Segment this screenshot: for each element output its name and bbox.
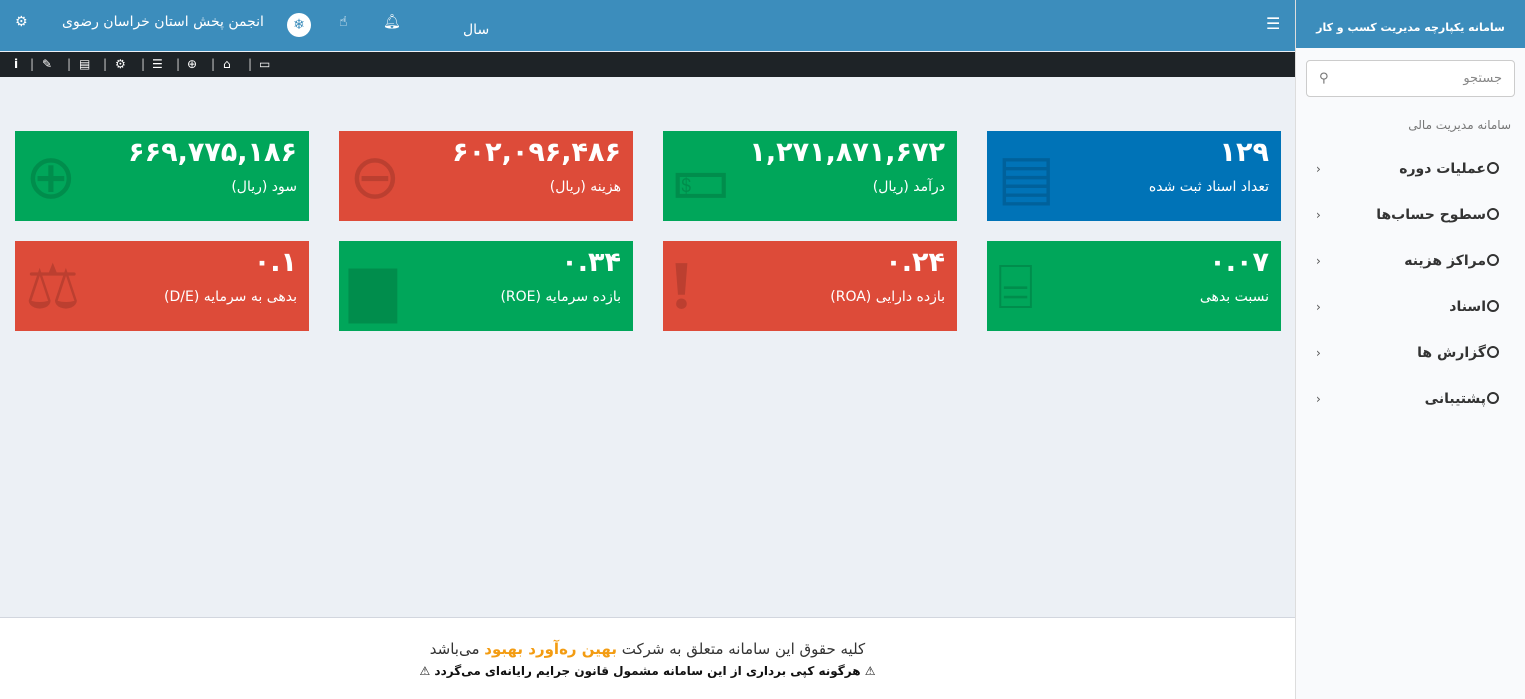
cogs-icon[interactable]: ⚙ bbox=[115, 57, 126, 71]
database-icon[interactable]: ☰ bbox=[152, 57, 163, 71]
copyright-prefix: کلیه حقوق این سامانه متعلق به شرکت bbox=[621, 640, 866, 658]
section-title: سامانه مدیریت مالی bbox=[1408, 118, 1511, 132]
pointer-hand-icon[interactable]: ☝ bbox=[339, 14, 348, 30]
tile-value: ۶۰۲,۰۹۶,۴۸۶ bbox=[452, 137, 621, 168]
sidebar-item-label: پشتیبانی bbox=[1424, 391, 1486, 407]
sidebar-item-label: عملیات دوره bbox=[1399, 161, 1486, 177]
sidebar-brand: سامانه یکپارچه مدیریت کسب و کار bbox=[1296, 0, 1525, 48]
tile-label: هزینه (ریال) bbox=[549, 179, 621, 195]
newspaper-icon: ▤ bbox=[997, 140, 1056, 213]
tile-label: درآمد (ریال) bbox=[872, 179, 945, 195]
desktop-icon[interactable]: ▭ bbox=[259, 57, 271, 71]
tile-label: سود (ریال) bbox=[231, 179, 297, 195]
stat-tile[interactable]: ⊕ ۶۶۹,۷۷۵,۱۸۶ سود (ریال) bbox=[15, 131, 309, 221]
tile-label: بازده سرمایه (ROE) bbox=[500, 289, 621, 305]
sidebar-item-label: گزارش ها bbox=[1417, 345, 1486, 361]
stat-tile[interactable]: 💵︎ ۱,۲۷۱,۸۷۱,۶۷۲ درآمد (ریال) bbox=[663, 131, 957, 221]
warning-icon: ⚠ bbox=[419, 664, 431, 678]
tile-value: ۰.۲۴ bbox=[885, 247, 945, 278]
tile-label: بازده دارایی (ROA) bbox=[830, 289, 945, 305]
tile-value: ۰.۱ bbox=[253, 247, 297, 278]
info-icon[interactable]: i bbox=[14, 57, 19, 71]
tile-value: ۰.۰۷ bbox=[1209, 247, 1269, 278]
stat-tile[interactable]: ▆ ۰.۳۴ بازده سرمایه (ROE) bbox=[339, 241, 633, 331]
sidebar-item[interactable]: سطوح حساب‌ها ‹ bbox=[1296, 194, 1525, 240]
document-icon[interactable]: ▤ bbox=[79, 57, 91, 71]
circle-icon bbox=[1487, 254, 1499, 266]
copyright-line: کلیه حقوق این سامانه متعلق به شرکت بهین … bbox=[0, 640, 1295, 658]
circle-icon bbox=[1487, 300, 1499, 312]
chevron-left-icon: ‹ bbox=[1316, 392, 1321, 406]
sidebar-item-label: سطوح حساب‌ها bbox=[1376, 207, 1486, 223]
chevron-left-icon: ‹ bbox=[1316, 346, 1321, 360]
year-selector[interactable]: سال bbox=[463, 22, 490, 38]
chevron-left-icon: ‹ bbox=[1316, 300, 1321, 314]
warning-icon: ⚠ bbox=[864, 664, 876, 678]
tile-label: بدهی به سرمایه (D/E) bbox=[164, 289, 297, 305]
sidebar-item-label: مراکز هزینه bbox=[1404, 253, 1486, 269]
bell-icon[interactable]: 🔔︎ bbox=[383, 14, 401, 30]
stat-tile[interactable]: ⊖ ۶۰۲,۰۹۶,۴۸۶ هزینه (ریال) bbox=[339, 131, 633, 221]
copy-warning-text: هرگونه کپی برداری از این سامانه مشمول قا… bbox=[434, 664, 861, 678]
top-navbar: ⚙ انجمن پخش استان خراسان رضوی ❄ ☝ 🔔︎ سال… bbox=[0, 0, 1295, 51]
tile-value: ۶۶۹,۷۷۵,۱۸۶ bbox=[128, 137, 297, 168]
sidebar-item[interactable]: عملیات دوره ‹ bbox=[1296, 148, 1525, 194]
zoom-in-icon[interactable]: ⊕ bbox=[187, 57, 198, 71]
footer: کلیه حقوق این سامانه متعلق به شرکت بهین … bbox=[0, 617, 1295, 699]
stat-tile[interactable]: ❗︎ ۰.۲۴ بازده دارایی (ROA) bbox=[663, 241, 957, 331]
tile-label: نسبت بدهی bbox=[1199, 289, 1269, 305]
balance-scale-icon: ⚖ bbox=[25, 250, 81, 323]
sidebar-item[interactable]: پشتیبانی ‹ bbox=[1296, 378, 1525, 424]
circle-icon bbox=[1487, 162, 1499, 174]
money-icon: 💵︎ bbox=[673, 140, 729, 213]
minus-circle-icon: ⊖ bbox=[349, 140, 401, 213]
circle-icon bbox=[1487, 392, 1499, 404]
circle-icon bbox=[1487, 208, 1499, 220]
tile-value: ۰.۳۴ bbox=[561, 247, 621, 278]
stat-tile[interactable]: ⚖ ۰.۱ بدهی به سرمایه (D/E) bbox=[15, 241, 309, 331]
company-name: بهین ره‌آورد بهبود bbox=[484, 640, 617, 658]
tile-label: تعداد اسناد ثبت شده bbox=[1148, 179, 1269, 195]
tile-value: ۱,۲۷۱,۸۷۱,۶۷۲ bbox=[749, 137, 945, 168]
org-name: انجمن پخش استان خراسان رضوی bbox=[62, 14, 264, 30]
circle-icon bbox=[1487, 346, 1499, 358]
exclamation-circle-icon: ❗︎ bbox=[673, 250, 690, 323]
copyright-suffix: می‌باشد bbox=[429, 640, 480, 658]
home-icon[interactable]: ⌂ bbox=[223, 57, 231, 71]
stat-tile[interactable]: ▤ ۱۲۹ تعداد اسناد ثبت شده bbox=[987, 131, 1281, 221]
hdd-icon: ⌸ bbox=[997, 250, 1035, 323]
stat-tile[interactable]: ⌸ ۰.۰۷ نسبت بدهی bbox=[987, 241, 1281, 331]
sidebar: سامانه یکپارچه مدیریت کسب و کار جستجو ⚲ س… bbox=[1295, 0, 1525, 699]
chevron-left-icon: ‹ bbox=[1316, 162, 1321, 176]
tile-value: ۱۲۹ bbox=[1219, 137, 1269, 168]
org-logo: ❄ bbox=[287, 13, 311, 37]
sidebar-item[interactable]: مراکز هزینه ‹ bbox=[1296, 240, 1525, 286]
search-icon[interactable]: ⚲ bbox=[1319, 71, 1329, 86]
sidebar-item[interactable]: گزارش ها ‹ bbox=[1296, 332, 1525, 378]
sidebar-menu: عملیات دوره ‹ سطوح حساب‌ها ‹ مراکز هزینه ‹ اسن… bbox=[1296, 148, 1525, 424]
archive-icon: ▆ bbox=[349, 250, 397, 323]
sidebar-item[interactable]: اسناد ‹ bbox=[1296, 286, 1525, 332]
chevron-left-icon: ‹ bbox=[1316, 254, 1321, 268]
sidebar-toggle-icon[interactable]: ☰ bbox=[1266, 14, 1281, 33]
search-input[interactable]: جستجو ⚲ bbox=[1306, 60, 1515, 97]
ticket-icon[interactable]: ✎ bbox=[42, 57, 53, 71]
quick-toolbar: i | ✎ | ▤ | ⚙ | ☰ | ⊕ | ⌂ | ▭ bbox=[0, 52, 1295, 77]
plus-circle-icon: ⊕ bbox=[25, 140, 77, 213]
chevron-left-icon: ‹ bbox=[1316, 208, 1321, 222]
sidebar-item-label: اسناد bbox=[1449, 299, 1486, 315]
copy-warning: ⚠ هرگونه کپی برداری از این سامانه مشمول … bbox=[0, 664, 1295, 678]
search-placeholder: جستجو bbox=[1463, 71, 1502, 86]
settings-cogs-icon[interactable]: ⚙ bbox=[15, 14, 28, 30]
